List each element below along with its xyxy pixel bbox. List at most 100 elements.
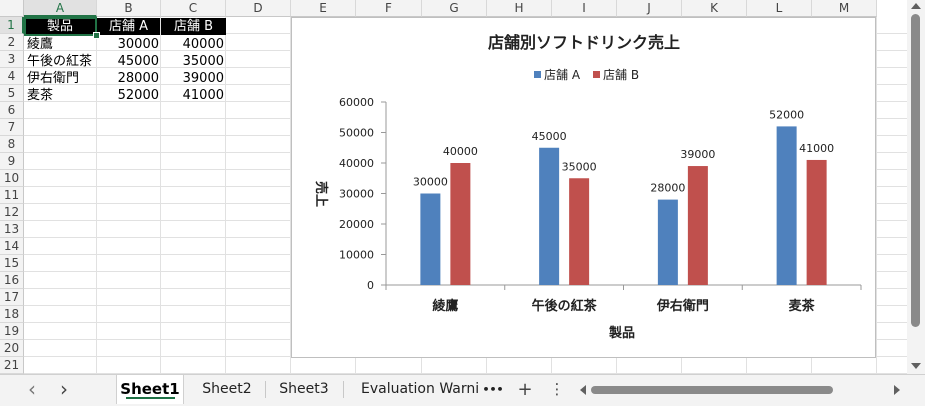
x-axis-title: 製品 xyxy=(608,325,635,341)
sheet-tab-label: Sheet1 xyxy=(120,380,180,398)
bar-series-store-a xyxy=(420,193,441,285)
add-sheet-icon[interactable]: + xyxy=(517,379,533,400)
row-header[interactable]: 10 xyxy=(0,170,24,187)
row-header[interactable]: 17 xyxy=(0,289,24,306)
bar-series-store-b xyxy=(569,178,590,285)
vertical-scroll-thumb[interactable] xyxy=(911,14,920,327)
cell-store-a[interactable]: 52000 xyxy=(117,88,159,103)
row-header[interactable]: 8 xyxy=(0,136,24,153)
active-tab-underline xyxy=(126,397,175,399)
vertical-scrollbar[interactable] xyxy=(907,0,925,374)
legend-swatch-store-b xyxy=(593,71,600,78)
column-header[interactable]: E xyxy=(291,0,356,17)
cell-product[interactable]: 午後の紅茶 xyxy=(27,54,93,69)
sheet-tab-active[interactable]: Sheet1 xyxy=(116,375,184,404)
bar-series-store-a xyxy=(776,126,797,286)
sheet-tab[interactable]: Evaluation Warni xyxy=(361,381,480,397)
column-header[interactable]: C xyxy=(161,0,226,17)
cell-store-b[interactable]: 40000 xyxy=(182,37,224,52)
header-cell-store-a[interactable]: 店舗 A xyxy=(97,18,160,35)
data-label: 39000 xyxy=(680,148,715,161)
column-header[interactable]: K xyxy=(682,0,747,17)
gridline-vertical xyxy=(290,17,291,374)
row-header[interactable]: 20 xyxy=(0,340,24,357)
column-header[interactable]: F xyxy=(356,0,422,17)
row-header[interactable]: 4 xyxy=(0,68,24,85)
sheet-tab[interactable]: Sheet2 xyxy=(202,381,252,397)
row-header[interactable]: 11 xyxy=(0,187,24,204)
row-header[interactable]: 3 xyxy=(0,51,24,68)
row-header[interactable]: 18 xyxy=(0,306,24,323)
x-tick-label: 綾鷹 xyxy=(432,298,458,314)
column-header[interactable]: I xyxy=(552,0,617,17)
y-tick-label: 40000 xyxy=(339,157,374,170)
column-header[interactable]: M xyxy=(812,0,877,17)
fill-handle[interactable] xyxy=(93,32,100,39)
row-header[interactable]: 19 xyxy=(0,323,24,340)
tab-divider xyxy=(265,381,266,398)
scroll-up-icon[interactable] xyxy=(911,3,921,9)
row-header[interactable]: 7 xyxy=(0,119,24,136)
tab-menu-icon[interactable]: ⋮ xyxy=(549,380,565,398)
column-header[interactable]: J xyxy=(617,0,682,17)
sheet-tab[interactable]: Sheet3 xyxy=(279,381,329,397)
y-tick-label: 20000 xyxy=(339,218,374,231)
row-header[interactable]: 21 xyxy=(0,357,24,374)
row-header[interactable]: 1 xyxy=(0,17,24,34)
row-header[interactable]: 16 xyxy=(0,272,24,289)
column-header[interactable]: B xyxy=(97,0,161,17)
row-header[interactable]: 12 xyxy=(0,204,24,221)
data-label: 28000 xyxy=(650,182,685,195)
bar-series-store-b xyxy=(687,166,708,285)
bar-series-store-a xyxy=(539,147,560,285)
cell-store-a[interactable]: 28000 xyxy=(117,71,159,86)
y-tick-label: 0 xyxy=(367,279,374,292)
cell-product[interactable]: 麦茶 xyxy=(27,88,54,103)
scroll-right-icon[interactable] xyxy=(894,385,900,395)
select-all-corner[interactable] xyxy=(0,0,24,17)
legend-label-store-a: 店舗 A xyxy=(544,68,581,82)
row-header[interactable]: 15 xyxy=(0,255,24,272)
x-tick-label: 午後の紅茶 xyxy=(532,298,598,314)
row-header[interactable]: 6 xyxy=(0,102,24,119)
y-tick-label: 50000 xyxy=(339,127,374,140)
cell-store-a[interactable]: 45000 xyxy=(117,54,159,69)
scroll-left-icon[interactable] xyxy=(580,385,586,395)
column-header[interactable]: D xyxy=(226,0,291,17)
row-header[interactable]: 14 xyxy=(0,238,24,255)
horizontal-scroll-thumb[interactable] xyxy=(591,386,833,394)
horizontal-scrollbar[interactable] xyxy=(577,378,907,401)
y-tick-label: 10000 xyxy=(339,249,374,262)
tab-divider xyxy=(343,381,344,398)
column-header[interactable]: L xyxy=(747,0,812,17)
more-sheets-icon[interactable]: ••• xyxy=(482,383,504,396)
bar-chart: 店舗別ソフトドリンク売上 店舗 A 店舗 B 売上 製品 0 10000 20000… xyxy=(313,33,862,341)
cell-store-a[interactable]: 30000 xyxy=(117,37,159,52)
gridline-horizontal xyxy=(24,373,907,374)
column-header[interactable]: G xyxy=(422,0,487,17)
cell-product[interactable]: 伊右衛門 xyxy=(27,71,80,86)
header-cell-store-b[interactable]: 店舗 B xyxy=(161,18,226,35)
plot-area: 0 10000 20000 30000 40000 50000 60000 綾鷹 30000 40… xyxy=(339,96,862,314)
chart-area[interactable]: 店舗別ソフトドリンク売上 店舗 A 店舗 B 売上 製品 0 10000 20000… xyxy=(291,17,876,358)
y-tick-label: 30000 xyxy=(339,188,374,201)
cell-store-b[interactable]: 39000 xyxy=(182,71,224,86)
next-sheet-icon[interactable]: › xyxy=(60,377,68,401)
cell-product[interactable]: 綾鷹 xyxy=(27,37,54,52)
row-header[interactable]: 13 xyxy=(0,221,24,238)
prev-sheet-icon[interactable]: ‹ xyxy=(28,377,36,401)
cell-store-b[interactable]: 41000 xyxy=(182,88,224,103)
x-tick-label: 伊右衛門 xyxy=(656,298,709,314)
row-header[interactable]: 2 xyxy=(0,34,24,51)
sheet-tab-bar: ‹ › Sheet1 Sheet2 Sheet3 Evaluation Warn… xyxy=(0,374,925,406)
gridline-vertical xyxy=(876,17,877,374)
column-header[interactable]: H xyxy=(487,0,552,17)
row-header[interactable]: 5 xyxy=(0,85,24,102)
y-tick-label: 60000 xyxy=(339,96,374,109)
cell-store-b[interactable]: 35000 xyxy=(182,54,224,69)
header-cell-product[interactable]: 製品 xyxy=(25,18,95,35)
scroll-down-icon[interactable] xyxy=(911,363,921,369)
data-label: 40000 xyxy=(443,145,478,158)
column-header[interactable]: A xyxy=(24,0,97,17)
row-header[interactable]: 9 xyxy=(0,153,24,170)
